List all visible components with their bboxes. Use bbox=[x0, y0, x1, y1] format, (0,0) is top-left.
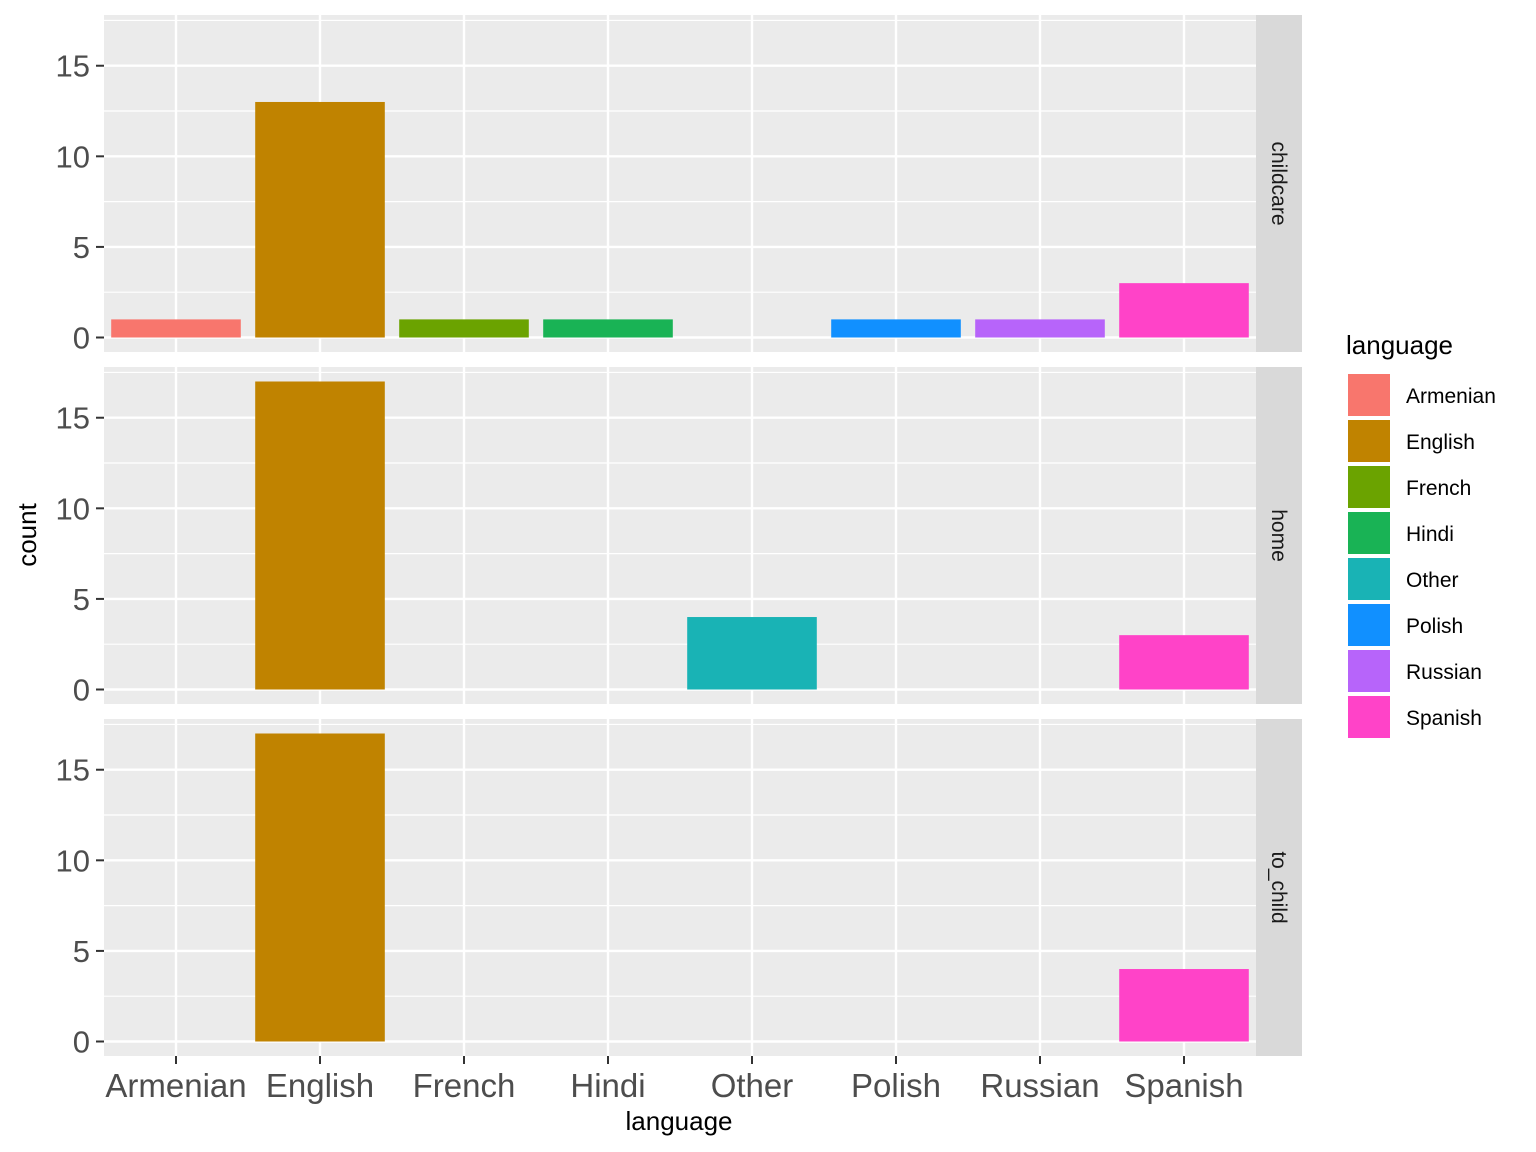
y-tick-label: 15 bbox=[56, 401, 90, 436]
legend-label: French bbox=[1406, 477, 1471, 500]
y-tick-label: 5 bbox=[73, 582, 90, 617]
x-tick-label: Armenian bbox=[105, 1067, 246, 1104]
x-tick-label: English bbox=[266, 1067, 374, 1104]
bar-spanish bbox=[1119, 635, 1249, 690]
legend: language Armenian English French Hindi Other… bbox=[1346, 330, 1496, 738]
bar-russian bbox=[975, 319, 1105, 338]
y-tick-label: 5 bbox=[73, 934, 90, 969]
facet-strip-label: childcare bbox=[1267, 141, 1290, 225]
bar-english bbox=[255, 733, 385, 1042]
y-tick-label: 0 bbox=[73, 321, 90, 356]
facet-panel-childcare: 0 5 10 15 childcare bbox=[56, 15, 1302, 356]
legend-key-polish bbox=[1348, 604, 1390, 646]
bar-polish bbox=[831, 319, 961, 338]
legend-key-other bbox=[1348, 558, 1390, 600]
legend-label: Hindi bbox=[1406, 523, 1454, 546]
facet-strip bbox=[1256, 719, 1302, 1056]
facet-panel-home: 0 5 10 15 home bbox=[56, 367, 1302, 708]
bar-english bbox=[255, 101, 385, 338]
y-tick-label: 10 bbox=[56, 843, 90, 878]
legend-label: English bbox=[1406, 431, 1475, 454]
legend-key-hindi bbox=[1348, 512, 1390, 554]
bar-french bbox=[399, 319, 529, 338]
x-tick-label: Russian bbox=[980, 1067, 1099, 1104]
legend-key-armenian bbox=[1348, 374, 1390, 416]
legend-label: Other bbox=[1406, 569, 1459, 592]
x-tick-label: Hindi bbox=[570, 1067, 645, 1104]
facet-panel-to_child: 0 5 10 15 to_child bbox=[56, 719, 1302, 1060]
facet-strip bbox=[1256, 367, 1302, 704]
legend-key-russian bbox=[1348, 650, 1390, 692]
y-tick-label: 5 bbox=[73, 230, 90, 265]
y-tick-label: 15 bbox=[56, 753, 90, 788]
bar-other bbox=[687, 617, 817, 690]
facet-strip-label: to_child bbox=[1267, 851, 1290, 923]
bar-english bbox=[255, 381, 385, 690]
x-tick-label: Polish bbox=[851, 1067, 941, 1104]
legend-label: Russian bbox=[1406, 661, 1482, 684]
y-tick-label: 0 bbox=[73, 673, 90, 708]
y-tick-label: 10 bbox=[56, 139, 90, 174]
legend-label: Polish bbox=[1406, 615, 1463, 638]
y-tick-label: 15 bbox=[56, 49, 90, 84]
facet-strip bbox=[1256, 15, 1302, 352]
bar-spanish bbox=[1119, 283, 1249, 338]
legend-key-french bbox=[1348, 466, 1390, 508]
bar-armenian bbox=[111, 319, 241, 338]
y-tick-label: 10 bbox=[56, 491, 90, 526]
legend-label: Armenian bbox=[1406, 385, 1496, 408]
legend-label: Spanish bbox=[1406, 707, 1482, 730]
facet-panels: 0 5 10 15 childcare 0 5 10 15 home 0 5 10 15 to_child bbox=[56, 15, 1302, 1060]
facet-strip-label: home bbox=[1267, 509, 1290, 562]
y-tick-label: 0 bbox=[73, 1025, 90, 1060]
bar-hindi bbox=[543, 319, 673, 338]
x-axis-title: language bbox=[626, 1106, 733, 1136]
x-tick-label: French bbox=[413, 1067, 516, 1104]
legend-title: language bbox=[1346, 330, 1453, 360]
legend-key-spanish bbox=[1348, 696, 1390, 738]
y-axis-title: count bbox=[12, 502, 42, 566]
bar-spanish bbox=[1119, 969, 1249, 1042]
x-tick-label: Spanish bbox=[1124, 1067, 1243, 1104]
legend-key-english bbox=[1348, 420, 1390, 462]
x-axis: Armenian English French Hindi Other Polish Rus… bbox=[105, 1056, 1244, 1104]
x-tick-label: Other bbox=[711, 1067, 794, 1104]
